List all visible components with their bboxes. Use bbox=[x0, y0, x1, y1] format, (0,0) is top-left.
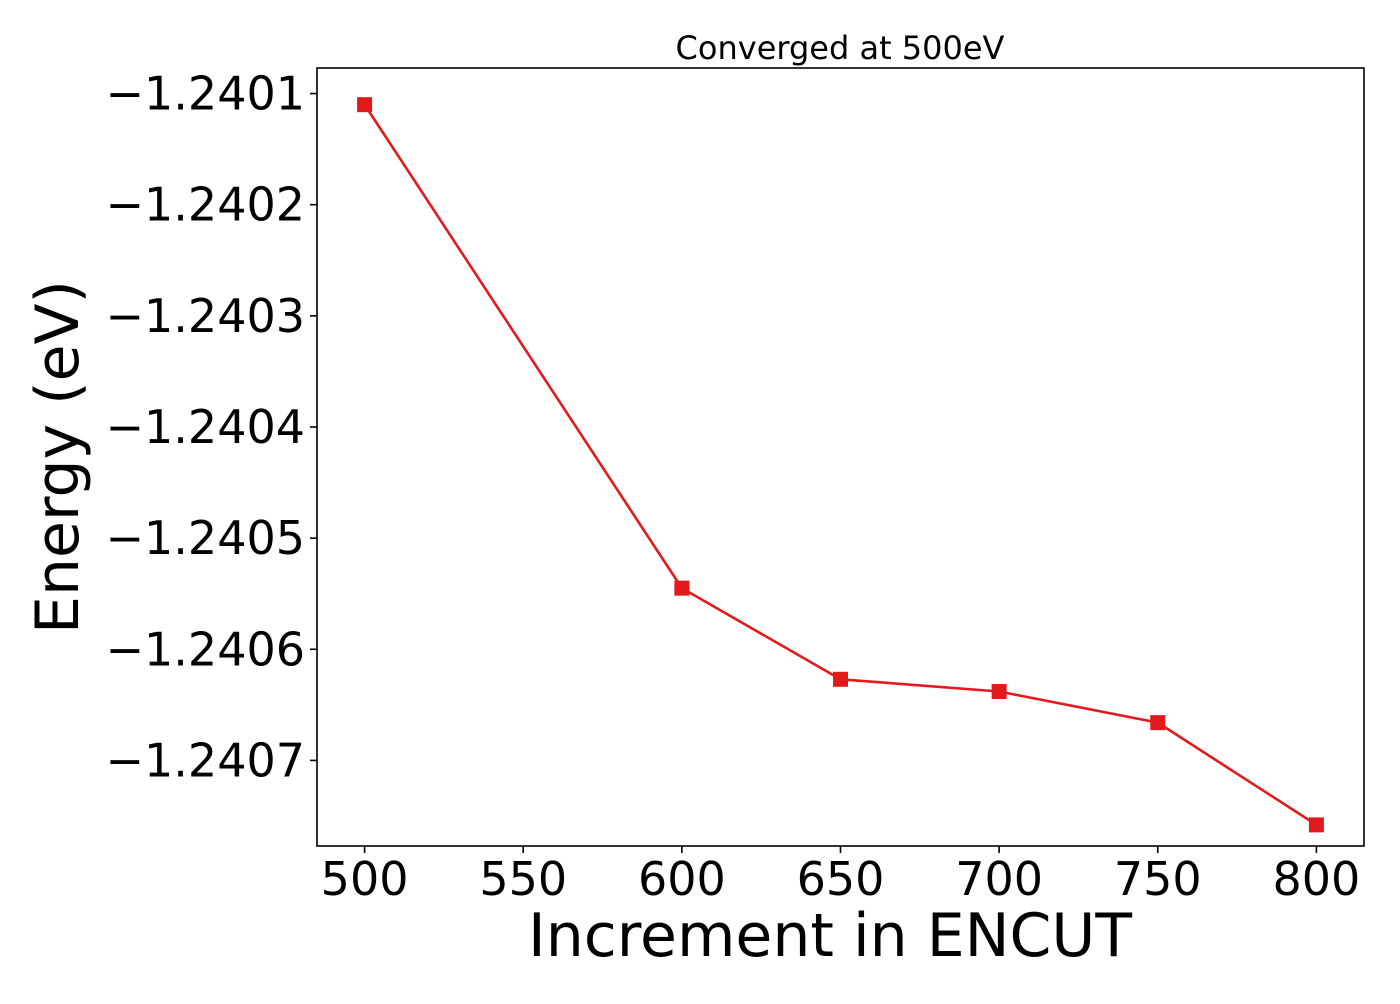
y-axis-label: Energy (eV) bbox=[23, 280, 93, 634]
x-tick-label: 700 bbox=[955, 852, 1043, 906]
x-axis-label: Increment in ENCUT bbox=[528, 901, 1132, 971]
y-tick-label: −1.2402 bbox=[106, 178, 306, 232]
x-tick-label: 650 bbox=[797, 852, 885, 906]
x-tick-label: 750 bbox=[1114, 852, 1202, 906]
y-tick-label: −1.2407 bbox=[106, 733, 306, 787]
data-point-marker bbox=[357, 97, 373, 113]
x-tick-label: 800 bbox=[1273, 852, 1361, 906]
y-tick-label: −1.2405 bbox=[106, 511, 306, 565]
series-line bbox=[363, 103, 1318, 826]
x-tick-label: 500 bbox=[321, 852, 409, 906]
x-tick-label: 600 bbox=[638, 852, 726, 906]
data-point-marker bbox=[833, 671, 848, 687]
chart-title: Converged at 500eV bbox=[676, 29, 1005, 67]
data-point-marker bbox=[674, 580, 690, 596]
y-tick-label: −1.2401 bbox=[106, 67, 306, 121]
plot-frame bbox=[316, 67, 1365, 847]
y-tick-label: −1.2403 bbox=[106, 289, 306, 343]
x-tick-label: 550 bbox=[479, 852, 567, 906]
y-tick-label: −1.2404 bbox=[106, 400, 306, 454]
data-point-marker bbox=[1308, 817, 1324, 833]
plot-area: 500 550 600 650 700 750 800 −1.2401 −1.2402 −1.24… bbox=[106, 67, 1365, 906]
data-point-marker bbox=[991, 684, 1007, 700]
data-point-marker bbox=[1150, 715, 1166, 731]
y-tick-label: −1.2406 bbox=[106, 622, 306, 676]
